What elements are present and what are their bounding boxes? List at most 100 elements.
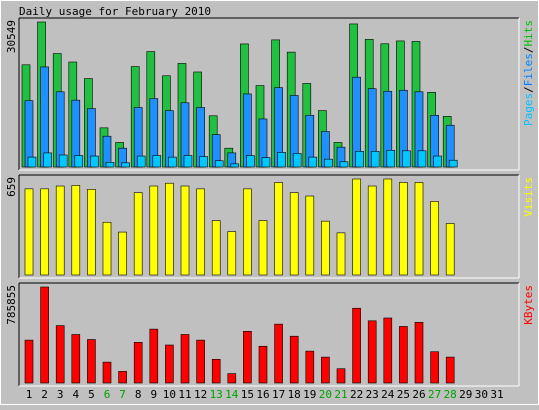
bar-visits [289,192,299,276]
bar-pages [292,153,302,168]
bar-kbytes [55,325,65,384]
bar-pages [136,155,146,168]
legend-item: Visits [522,177,535,217]
x-tick-label: 28 [444,388,457,401]
bar-visits [352,178,361,276]
bar-kbytes [211,359,221,384]
bar-pages [105,162,115,168]
x-tick-label: 19 [303,388,316,401]
legend: Pages/Files/Hits [522,20,535,126]
bar-visits [55,185,65,276]
bar-pages [90,155,99,168]
bar-kbytes [336,368,346,384]
bar-kbytes [24,339,34,384]
x-tick-label: 21 [334,388,347,401]
legend-separator: / [522,47,535,54]
x-tick-label: 25 [397,388,410,401]
bar-visits [118,231,127,276]
bar-kbytes [180,334,190,384]
legend: Visits [522,177,535,217]
x-tick-label: 23 [366,388,379,401]
bar-visits [305,195,315,276]
bar-visits [87,189,96,276]
bar-visits [274,182,283,276]
x-tick-label: 11 [178,388,191,401]
x-tick-label: 30 [475,388,488,401]
bar-kbytes [399,326,408,384]
panel-2: 659 Visits [5,174,535,279]
x-tick-label: 1 [26,388,33,401]
ymax-label: 785855 [5,285,18,325]
bar-kbytes [383,317,393,384]
bar-files [40,66,49,168]
bar-kbytes [445,356,455,384]
bar-kbytes [243,331,252,384]
bar-pages [246,155,255,168]
bar-pages [230,163,240,168]
x-tick-label: 7 [119,388,126,401]
bar-pages [168,156,177,168]
x-tick-label: 18 [288,388,301,401]
legend-item: KBytes [522,285,535,325]
ymax-label: 659 [5,177,18,197]
bar-kbytes [430,351,439,384]
x-tick-label: 20 [319,388,332,401]
bar-kbytes [367,320,377,384]
x-tick-label: 6 [104,388,111,401]
bar-visits [196,188,205,276]
x-tick-label: 16 [256,388,269,401]
x-tick-label: 14 [225,388,239,401]
bar-visits [258,220,268,276]
bar-pages [386,149,396,168]
legend-separator: / [522,86,535,93]
chart-title: Daily usage for February 2010 [19,5,211,18]
bar-pages [27,156,37,168]
ymax-label: 30549 [5,20,18,53]
bar-kbytes [196,339,205,384]
x-tick-label: 13 [210,388,223,401]
bar-kbytes [165,344,174,384]
bar-kbytes [352,307,361,384]
bar-visits [336,232,346,276]
bar-pages [183,155,193,168]
legend-item: Pages [522,93,535,126]
bar-visits [383,178,393,276]
legend-item: Files [522,53,535,86]
bar-kbytes [305,350,315,384]
x-tick-label: 27 [428,388,441,401]
x-tick-label: 24 [381,388,395,401]
bar-pages [277,152,286,168]
legend: KBytes [522,285,535,325]
bar-pages [417,150,427,168]
bar-pages [448,159,458,168]
legend-item: Hits [522,20,535,47]
x-tick-label: 26 [412,388,425,401]
bar-visits [71,185,81,276]
bar-kbytes [414,321,424,384]
x-tick-label: 3 [57,388,64,401]
bar-pages [261,157,271,168]
bar-visits [321,220,330,276]
x-tick-label: 10 [163,388,176,401]
x-tick-label: 9 [150,388,157,401]
bar-kbytes [87,339,96,384]
bar-visits [399,182,408,276]
bar-visits [227,231,237,276]
bar-kbytes [118,371,127,384]
bar-pages [355,151,364,168]
bar-visits [165,182,174,276]
bar-kbytes [149,328,159,384]
x-tick-label: 17 [272,388,285,401]
bar-kbytes [71,334,81,384]
x-tick-label: 2 [41,388,48,401]
x-tick-label: 31 [490,388,503,401]
x-tick-label: 12 [194,388,207,401]
bar-visits [414,182,424,276]
x-tick-label: 29 [459,388,472,401]
x-tick-label: 8 [135,388,142,401]
bar-kbytes [102,361,112,384]
